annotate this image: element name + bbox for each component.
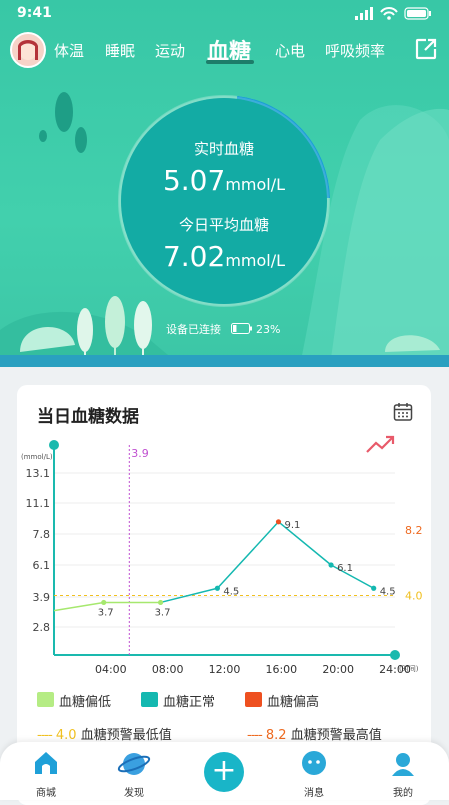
y-tick-label: 6.1 bbox=[33, 559, 51, 572]
wifi-icon bbox=[380, 7, 398, 13]
nav-mall-label: 商城 bbox=[36, 788, 56, 799]
realtime-unit: mmol/L bbox=[225, 175, 286, 194]
add-button[interactable]: + bbox=[204, 752, 244, 792]
home-icon bbox=[35, 752, 57, 774]
nav-profile-label: 我的 bbox=[393, 788, 413, 799]
series-segment bbox=[216, 521, 280, 589]
data-label: 6.1 bbox=[337, 563, 353, 574]
background-decoration bbox=[0, 92, 449, 365]
nav-discover[interactable]: 发现 bbox=[104, 750, 164, 799]
status-icons bbox=[355, 6, 433, 25]
data-point bbox=[157, 599, 164, 606]
glucose-chart: 13.1 11.1 7.8 6.1 3.9 2.8 (mmol/L) (时间) 04:00 08:… bbox=[21, 440, 423, 676]
y-tick-label: 3.9 bbox=[33, 591, 51, 604]
threshold-high-tag: 8.2 bbox=[405, 524, 423, 537]
data-label: 3.7 bbox=[98, 607, 114, 618]
threshold-low-label: 血糖预警最低值 bbox=[80, 728, 172, 743]
realtime-label: 实时血糖 bbox=[193, 140, 254, 158]
x-tick-label: 04:00 bbox=[95, 663, 127, 676]
data-point bbox=[101, 599, 107, 606]
battery-icon bbox=[404, 7, 429, 20]
x-tick-label: 16:00 bbox=[265, 663, 297, 676]
device-status-text: 设备已连接 bbox=[166, 323, 221, 336]
bottom-nav: 商城 发现 + 消息 我的 bbox=[0, 742, 449, 800]
progress-ring bbox=[118, 95, 330, 307]
series-segment bbox=[53, 601, 104, 612]
x-tick-label: 24:00 bbox=[379, 663, 411, 676]
x-tick-label: 12:00 bbox=[209, 663, 241, 676]
data-point bbox=[371, 585, 377, 591]
series-segment bbox=[330, 564, 375, 589]
threshold-low-value: 4.0 bbox=[55, 728, 77, 743]
nav-discover-label: 发现 bbox=[124, 788, 144, 799]
average-reading: 7.02mmol/L bbox=[121, 240, 327, 273]
legend-high-label: 血糖偏高 bbox=[267, 695, 320, 710]
y-axis-label: (mmol/L) bbox=[21, 453, 53, 461]
data-point bbox=[328, 562, 334, 568]
series-segment bbox=[160, 587, 218, 604]
nav-messages[interactable]: 消息 bbox=[284, 750, 344, 799]
daily-glucose-card: 当日血糖数据 13.1 11.1 7.8 6.1 3.9 2.8 (mmol/L) (时间) 0… bbox=[17, 385, 431, 805]
threshold-high-legend: ---- 8.2 血糖预警最高值 bbox=[247, 728, 382, 743]
realtime-reading: 5.07mmol/L bbox=[121, 164, 327, 197]
status-time: 9:41 bbox=[17, 5, 52, 21]
data-point bbox=[214, 585, 220, 591]
tab-underline bbox=[206, 60, 254, 64]
y-tick-label: 11.1 bbox=[26, 497, 51, 510]
data-point bbox=[275, 519, 282, 525]
x-tick-label: 08:00 bbox=[152, 663, 184, 676]
threshold-high-value: 8.2 bbox=[265, 728, 287, 743]
user-icon bbox=[392, 753, 414, 776]
calendar-icon[interactable] bbox=[393, 402, 413, 426]
device-status: 设备已连接 23% bbox=[166, 321, 280, 337]
message-icon bbox=[302, 751, 326, 775]
tab-sleep[interactable]: 睡眠 bbox=[105, 42, 136, 60]
x-axis-end bbox=[390, 650, 400, 660]
status-bar: 9:41 bbox=[0, 0, 449, 26]
share-icon[interactable] bbox=[414, 37, 438, 65]
hero-section: 9:41 体温 睡眠 bbox=[0, 0, 449, 365]
cursor-label: 3.9 bbox=[131, 447, 149, 460]
legend-high-swatch bbox=[245, 692, 262, 707]
nav-messages-label: 消息 bbox=[304, 788, 324, 799]
tab-exercise[interactable]: 运动 bbox=[155, 42, 186, 60]
y-tick-label: 7.8 bbox=[33, 528, 51, 541]
legend-normal-swatch bbox=[141, 692, 158, 707]
data-label: 4.5 bbox=[223, 586, 239, 597]
category-tabs: 体温 睡眠 运动 血糖 心电 呼吸频率 bbox=[0, 30, 449, 70]
data-label: 4.5 bbox=[380, 586, 396, 597]
device-battery-percent: 23% bbox=[256, 323, 281, 336]
threshold-low-legend: ---- 4.0 血糖预警最低值 bbox=[37, 728, 172, 743]
legend-low-label: 血糖偏低 bbox=[59, 695, 112, 710]
x-tick-label: 20:00 bbox=[322, 663, 354, 676]
tab-body-temp[interactable]: 体温 bbox=[54, 42, 85, 60]
nav-profile[interactable]: 我的 bbox=[373, 750, 433, 799]
threshold-high-label: 血糖预警最高值 bbox=[290, 728, 382, 743]
average-value: 7.02 bbox=[162, 240, 226, 273]
device-battery-icon bbox=[230, 323, 252, 334]
series-segment bbox=[278, 521, 332, 566]
trend-icon[interactable] bbox=[365, 433, 397, 459]
y-axis-end bbox=[49, 440, 59, 450]
tab-respiratory-rate[interactable]: 呼吸频率 bbox=[325, 42, 386, 60]
x-axis-label: (时间) bbox=[399, 664, 419, 673]
y-tick-label: 13.1 bbox=[26, 467, 51, 480]
data-label: 3.7 bbox=[155, 607, 171, 618]
wave-divider bbox=[0, 355, 449, 367]
nav-mall[interactable]: 商城 bbox=[16, 750, 76, 799]
signal-icon bbox=[355, 16, 358, 20]
avatar[interactable] bbox=[10, 32, 46, 68]
data-label: 9.1 bbox=[284, 520, 300, 531]
planet-icon bbox=[117, 753, 151, 775]
card-title: 当日血糖数据 bbox=[37, 407, 139, 427]
average-unit: mmol/L bbox=[225, 251, 286, 270]
tab-ecg[interactable]: 心电 bbox=[275, 42, 306, 60]
legend-low-swatch bbox=[37, 692, 54, 707]
average-label: 今日平均血糖 bbox=[178, 216, 269, 234]
realtime-value: 5.07 bbox=[162, 164, 226, 197]
threshold-low-tag: 4.0 bbox=[405, 590, 423, 603]
legend-normal-label: 血糖正常 bbox=[163, 695, 216, 710]
glucose-circle: 实时血糖 5.07mmol/L 今日平均血糖 7.02mmol/L bbox=[121, 98, 327, 304]
y-tick-label: 2.8 bbox=[33, 621, 51, 634]
